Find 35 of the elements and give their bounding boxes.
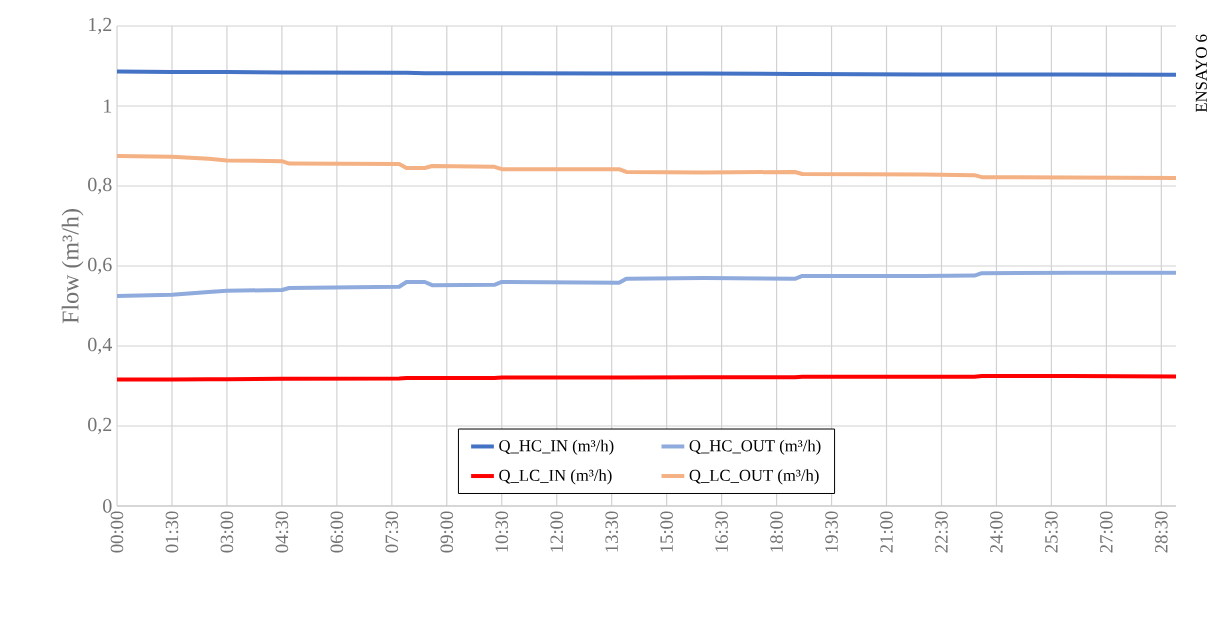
legend-label: Q_HC_OUT (m³/h) (689, 439, 821, 455)
line-series (117, 153, 1176, 180)
legend-label: Q_LC_IN (m³/h) (499, 469, 612, 485)
y-tick-label: 0 (103, 499, 112, 513)
x-tick-label: 16:30 (715, 511, 728, 552)
y-tick-label: 1,2 (89, 17, 112, 35)
legend-label: Q_LC_OUT (m³/h) (689, 469, 819, 485)
x-tick-label: 24:00 (990, 511, 1003, 553)
y-tick-label: 0,2 (88, 417, 112, 435)
x-tick-label: 27:00 (1100, 511, 1113, 553)
y-tick-label: 0,6 (88, 257, 112, 275)
x-tick-label: 15:00 (660, 511, 674, 552)
x-tick-label: 18:00 (770, 511, 783, 552)
legend-label: Q_HC_IN (m³/h) (499, 439, 614, 455)
x-tick-label: 25:30 (1045, 511, 1058, 553)
text: ENSAYO 6 (1195, 34, 1207, 113)
x-tick-label: 06:00 (330, 511, 344, 553)
x-tick-label: 09:00 (440, 511, 454, 553)
y-tick-label: 0,4 (88, 337, 112, 355)
x-tick-label: 10:30 (495, 511, 509, 552)
x-tick-label: 01:30 (165, 511, 179, 553)
x-tick-label: 21:00 (880, 511, 893, 553)
x-tick-label: 22:30 (935, 511, 948, 553)
x-tick-label: 12:00 (550, 511, 564, 552)
y-tick-label: 1 (104, 99, 112, 113)
y-tick-label: 0,8 (88, 177, 112, 195)
x-tick-label: 28:30 (1155, 511, 1168, 553)
x-tick-label: 19:30 (825, 511, 838, 552)
x-tick-label: 04:30 (275, 511, 289, 553)
x-tick-label: 07:30 (385, 511, 399, 553)
y-axis-title: Flow (m³/h) (61, 209, 84, 324)
line-series (117, 270, 1176, 298)
x-tick-label: 00:00 (110, 511, 124, 553)
x-tick-label: 13:30 (605, 511, 619, 552)
x-tick-label: 03:00 (220, 511, 234, 553)
